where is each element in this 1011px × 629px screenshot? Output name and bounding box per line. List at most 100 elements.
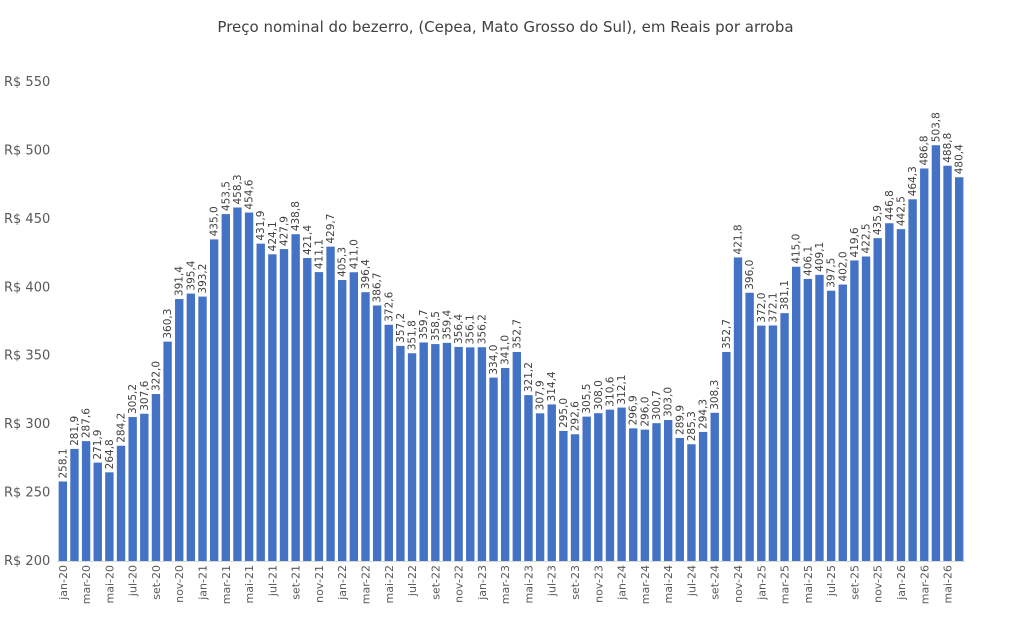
y-tick-label: R$ 300 [4, 417, 50, 432]
chart-title: Preço nominal do bezerro, (Cepea, Mato G… [217, 18, 794, 36]
bar [722, 352, 731, 561]
bar [896, 229, 906, 561]
data-label: 360,3 [162, 309, 174, 339]
bar [943, 165, 952, 561]
x-tick-label: jul-24 [685, 565, 698, 597]
x-tick-label: set-22 [429, 565, 442, 600]
bar [186, 293, 196, 561]
data-label: 480,4 [954, 144, 966, 174]
bar [70, 448, 79, 561]
data-label: 409,1 [814, 242, 826, 272]
data-label: 322,0 [150, 361, 162, 391]
y-tick-label: R$ 500 [4, 143, 50, 158]
bar [768, 325, 778, 561]
bar [652, 423, 661, 561]
bar [407, 353, 417, 561]
bar [850, 260, 859, 561]
data-label: 406,1 [802, 246, 814, 276]
data-label: 421,8 [733, 224, 745, 254]
data-label: 295,0 [558, 398, 570, 428]
data-label: 356,2 [476, 314, 488, 344]
x-tick-label: mai-23 [522, 565, 535, 603]
bar [512, 352, 522, 561]
x-tick-label: jan-24 [616, 565, 629, 601]
x-tick-label: mai-22 [383, 565, 396, 603]
bar [885, 223, 894, 561]
bar [908, 199, 917, 562]
bar-series [58, 145, 964, 562]
bar [349, 272, 359, 561]
data-label: 285,3 [686, 411, 698, 441]
data-label: 352,7 [511, 319, 523, 349]
bar [291, 234, 300, 561]
data-label: 310,6 [604, 376, 616, 406]
bar [861, 256, 871, 561]
data-label: 341,0 [500, 335, 512, 365]
data-label: 292,6 [570, 401, 582, 431]
y-tick-label: R$ 450 [4, 212, 50, 227]
data-label: 415,0 [791, 234, 803, 264]
bar [605, 409, 615, 561]
x-tick-label: jul-22 [406, 565, 419, 597]
data-label: 281,9 [69, 416, 81, 446]
bar [93, 462, 102, 561]
bar [163, 341, 172, 561]
data-label: 419,6 [849, 227, 861, 257]
data-label: 372,6 [383, 291, 395, 321]
bar [826, 290, 836, 561]
data-label: 393,2 [197, 264, 209, 294]
data-label: 356,4 [453, 314, 465, 344]
data-label: 435,0 [209, 206, 221, 236]
data-label: 308,3 [709, 380, 721, 410]
data-label: 391,4 [174, 266, 186, 296]
data-label: 486,8 [919, 135, 931, 165]
x-tick-label: mar-25 [779, 565, 792, 604]
x-tick-label: jan-22 [336, 565, 349, 601]
data-label: 356,1 [465, 314, 477, 344]
data-label: 411,1 [313, 239, 325, 269]
bar [931, 145, 941, 561]
bar [803, 278, 813, 561]
y-tick-label: R$ 400 [4, 280, 50, 295]
x-axis: jan-20 mar-20 mai-20 jul-20 set-20 nov-20 jan-… [57, 561, 965, 604]
bar [663, 420, 673, 561]
x-tick-label: set-23 [569, 565, 582, 600]
bar [209, 239, 219, 561]
bar [338, 280, 347, 561]
x-tick-label: set-24 [709, 565, 722, 600]
x-tick-label: jan-23 [476, 565, 489, 601]
data-label: 442,5 [895, 196, 907, 226]
bar [384, 324, 393, 561]
bar [629, 428, 638, 561]
data-label: 321,2 [523, 362, 535, 392]
data-label: 488,8 [942, 133, 954, 163]
bar [838, 284, 847, 561]
data-label: 381,1 [779, 280, 791, 310]
bar [547, 404, 556, 561]
data-label: 287,6 [81, 408, 93, 438]
data-label: 307,9 [535, 380, 547, 410]
x-tick-label: mai-21 [243, 565, 256, 603]
x-tick-label: set-20 [150, 565, 163, 600]
bar [698, 431, 708, 561]
x-tick-label: jan-20 [57, 565, 70, 601]
bar [594, 413, 603, 561]
data-label: 395,4 [185, 260, 197, 290]
bar [151, 394, 161, 561]
bar [431, 344, 440, 561]
bar [175, 299, 184, 561]
data-label: 396,4 [360, 259, 372, 289]
data-label: 424,1 [267, 221, 279, 251]
data-label: 296,9 [628, 395, 640, 425]
y-axis: R$ 200 R$ 250 R$ 300 R$ 350 R$ 400 R$ 450 R$ 5… [4, 75, 50, 569]
data-label: 422,5 [861, 223, 873, 253]
data-label: 446,8 [884, 190, 896, 220]
data-label: 296,0 [639, 397, 651, 427]
data-label: 503,8 [930, 112, 942, 142]
data-label: 351,8 [407, 320, 419, 350]
x-tick-label: jan-21 [197, 565, 210, 601]
data-label: 372,0 [756, 293, 768, 323]
